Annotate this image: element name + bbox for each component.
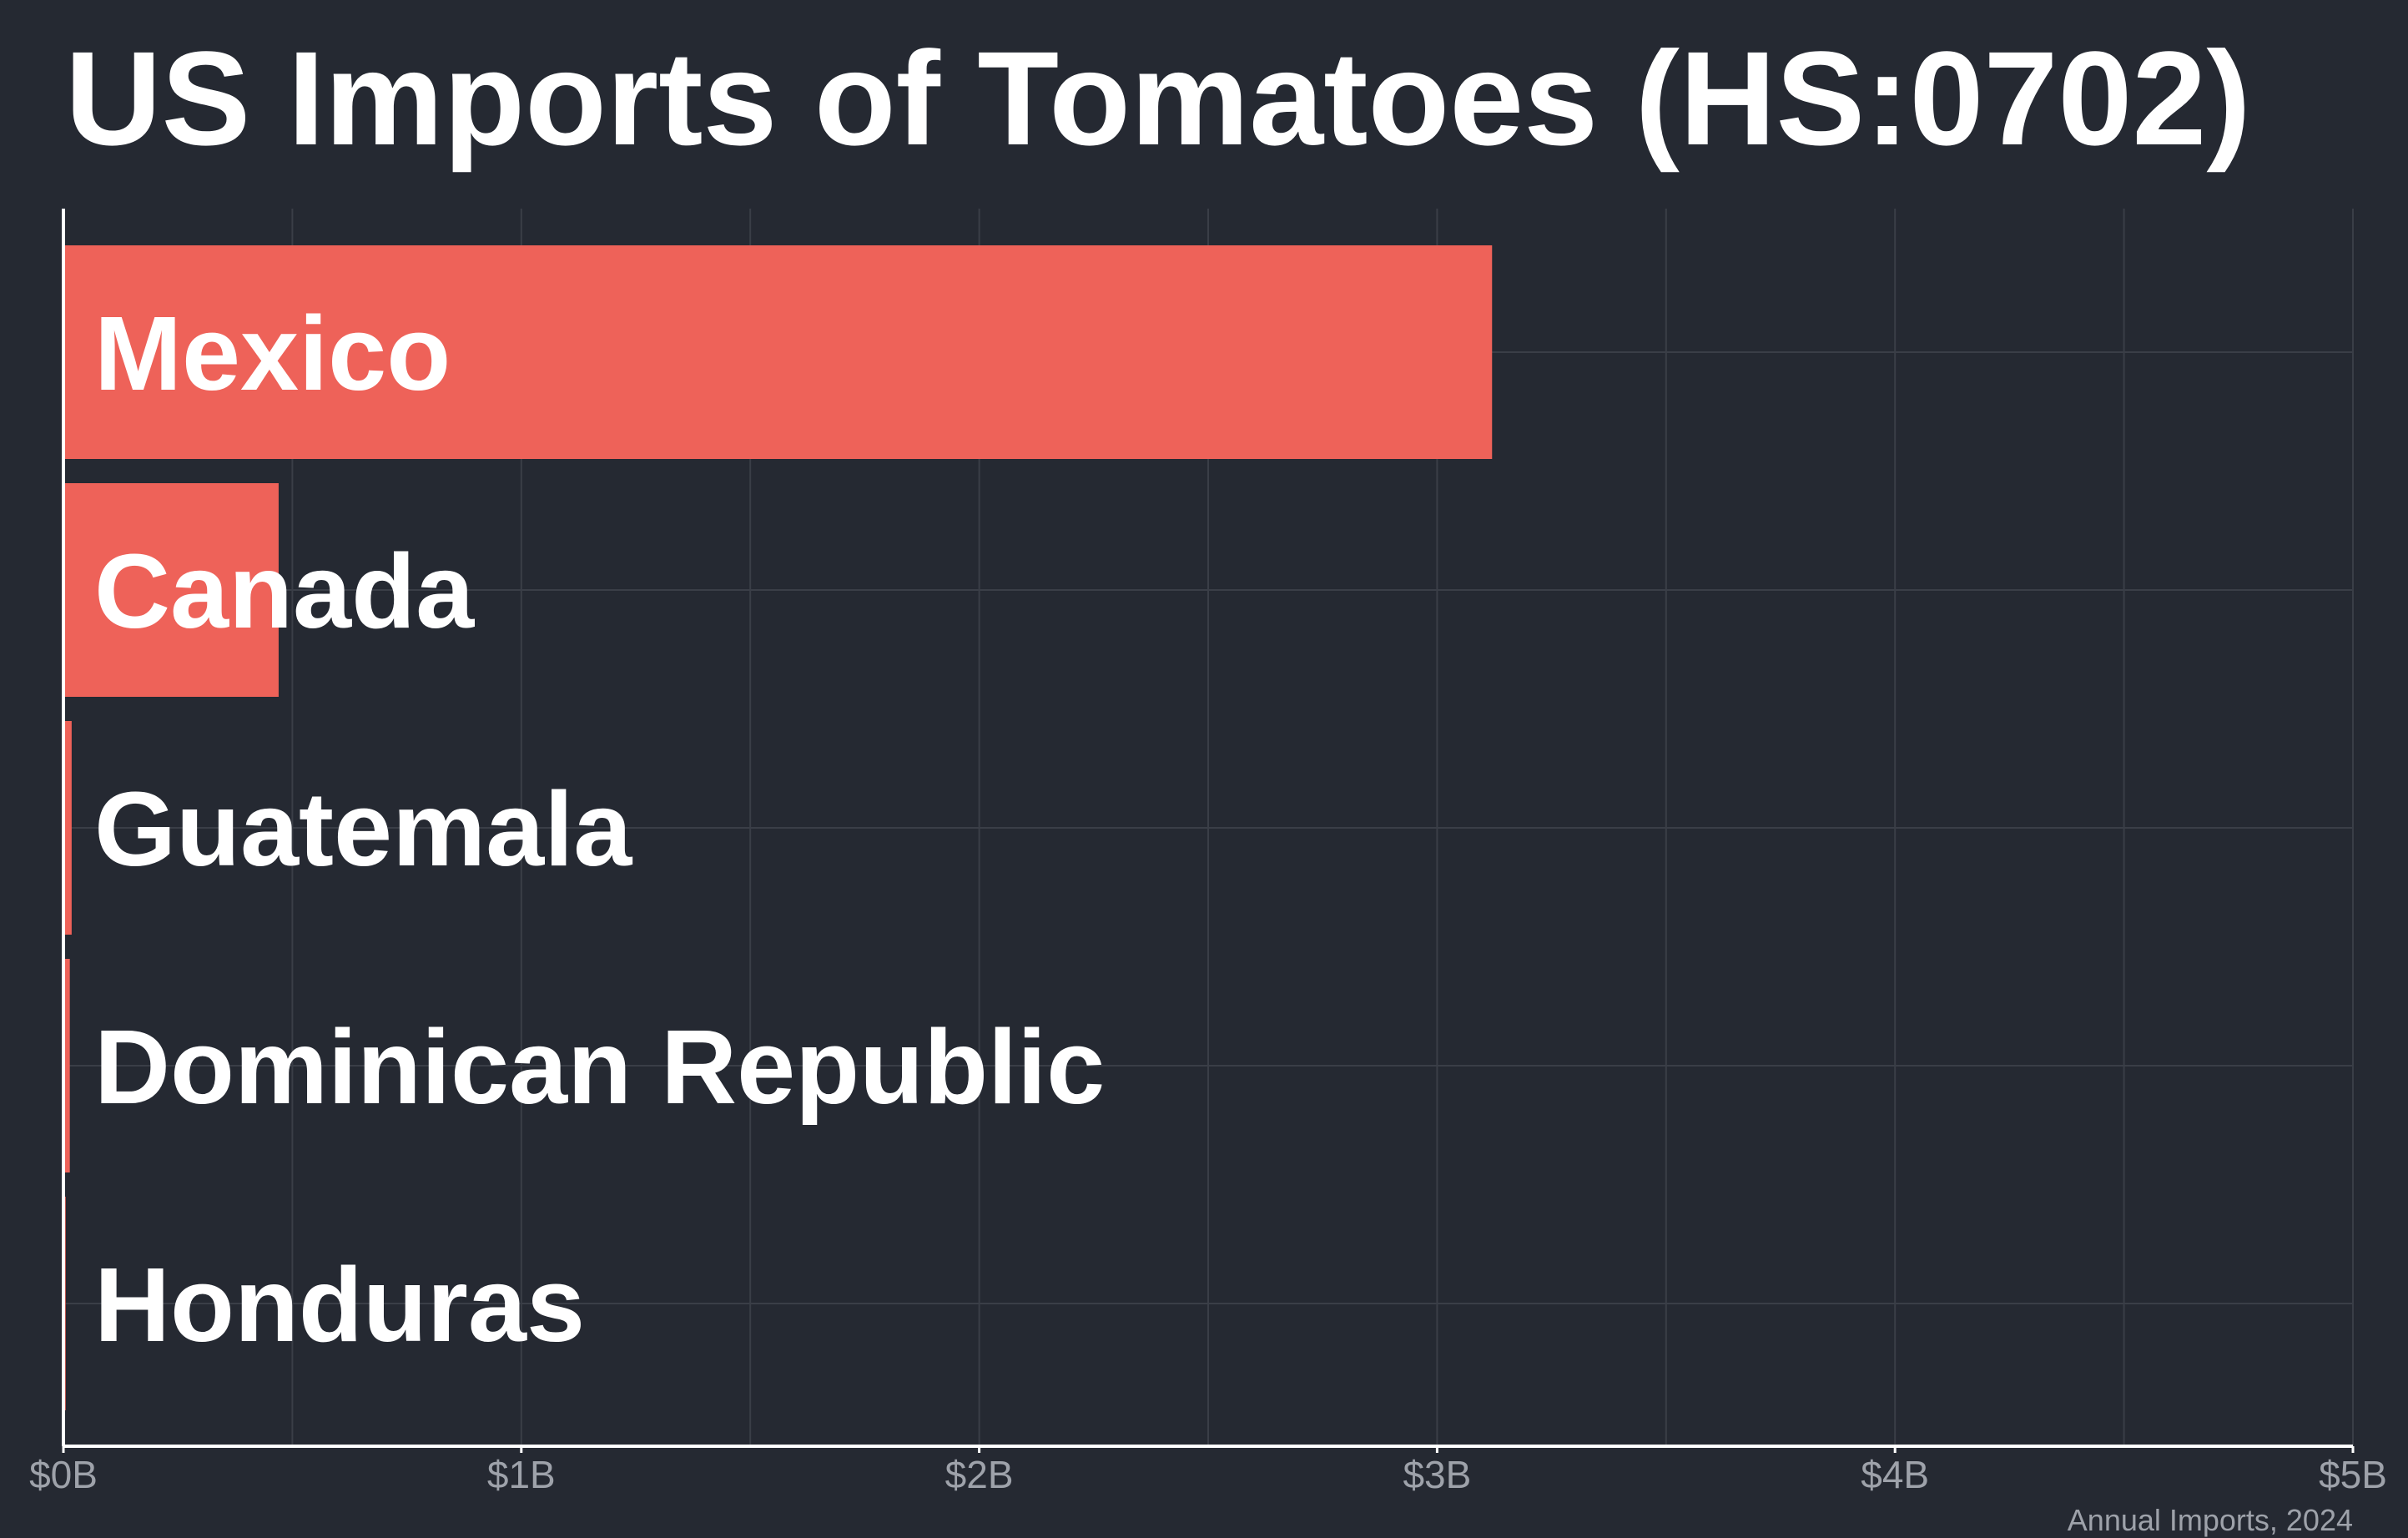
bar-label-mexico: Mexico <box>94 295 451 412</box>
bar-guatemala <box>63 721 72 935</box>
x-tick-label: $1B <box>487 1453 556 1496</box>
x-tick-label: $2B <box>945 1453 1014 1496</box>
bar-label-honduras: Honduras <box>94 1246 585 1364</box>
x-axis-tick-labels: $0B $1B $2B $3B $4B $5B <box>29 1453 2387 1496</box>
x-tick-label: $0B <box>29 1453 98 1496</box>
bar-label-guatemala: Guatemala <box>94 770 632 888</box>
x-tick-label: $4B <box>1861 1453 1929 1496</box>
x-tick-label: $5B <box>2319 1453 2387 1496</box>
chart-caption: Annual Imports, 2024 <box>2068 1503 2353 1537</box>
bar-label-dominican-republic: Dominican Republic <box>94 1008 1105 1126</box>
bar-label-canada: Canada <box>94 532 475 650</box>
bar-canada <box>63 483 279 697</box>
bar-dominican-republic <box>63 959 70 1172</box>
axes <box>62 209 2355 1453</box>
bar-labels: Mexico Canada Guatemala Dominican Republic H… <box>94 295 1105 1364</box>
bars <box>63 245 1493 1410</box>
bar-mexico <box>63 245 1493 459</box>
x-tick-label: $3B <box>1403 1453 1471 1496</box>
chart-title: US Imports of Tomatoes (HS:0702) <box>65 23 2251 173</box>
